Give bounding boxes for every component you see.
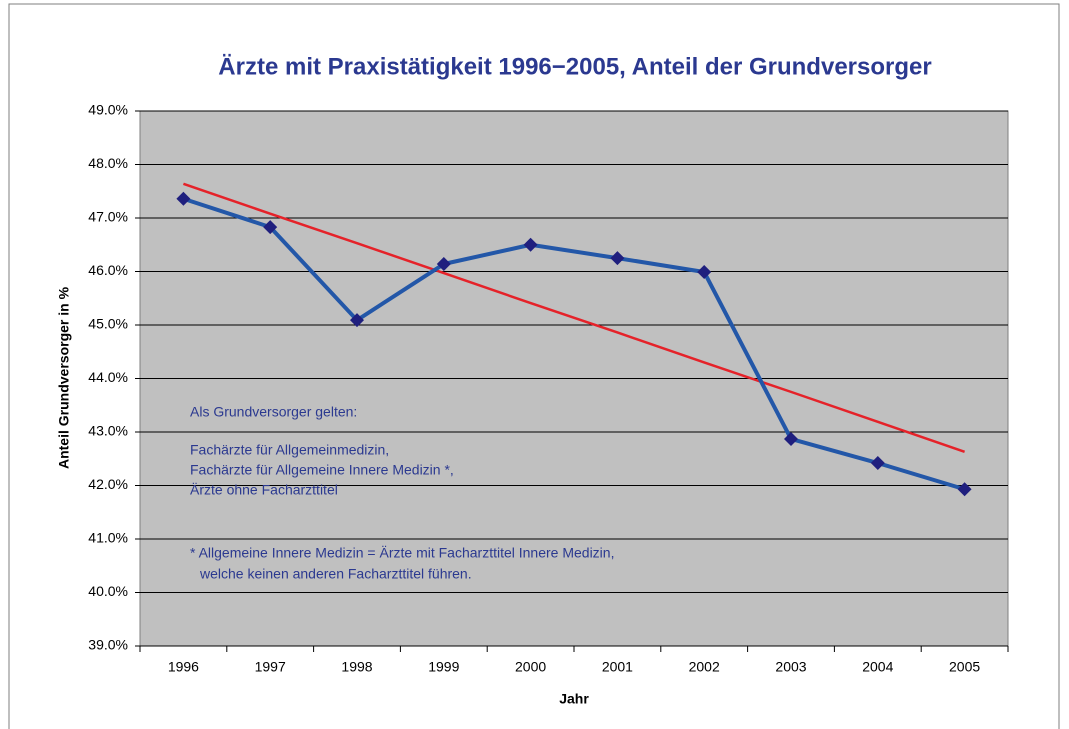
chart-title: Ärzte mit Praxistätigkeit 1996−2005, Ant… <box>218 53 931 80</box>
x-axis-label: Jahr <box>559 691 589 707</box>
y-tick-label: 42.0% <box>88 476 128 492</box>
y-tick-label: 44.0% <box>88 369 128 385</box>
annotation: Ärzte ohne Facharzttitel <box>190 482 338 498</box>
marker <box>436 257 451 272</box>
y-tick-label: 41.0% <box>88 530 128 546</box>
y-axis-label: Anteil Grundversorger in % <box>56 286 72 469</box>
trend-line <box>182 182 966 453</box>
x-tick-label: 1999 <box>428 659 459 675</box>
marker <box>870 456 885 471</box>
annotation: Als Grundversorger gelten: <box>190 404 357 420</box>
marker <box>350 313 364 328</box>
x-tick-label: 1998 <box>341 659 372 675</box>
data-line <box>182 196 966 492</box>
marker <box>957 482 972 497</box>
x-tick-label: 2001 <box>602 659 633 675</box>
x-tick-label: 2000 <box>515 659 546 675</box>
y-tick-label: 48.0% <box>88 155 128 171</box>
y-tick-label: 40.0% <box>88 583 128 599</box>
marker <box>784 431 798 446</box>
annotation: * Allgemeine Innere Medizin = Ärzte mit … <box>190 545 614 561</box>
marker <box>610 251 625 266</box>
y-tick-label: 43.0% <box>88 423 128 439</box>
x-tick-label: 2005 <box>949 659 980 675</box>
marker <box>697 265 712 280</box>
y-tick-label: 47.0% <box>88 209 128 225</box>
y-tick-label: 49.0% <box>88 102 128 118</box>
y-tick-label: 46.0% <box>88 262 128 278</box>
marker <box>523 237 538 252</box>
x-tick-label: 1997 <box>255 659 286 675</box>
x-tick-label: 2002 <box>689 659 720 675</box>
y-tick-label: 39.0% <box>88 637 128 653</box>
annotation: Fachärzte für Allgemeinmedizin, <box>190 442 389 458</box>
x-tick-label: 2004 <box>862 659 893 675</box>
y-tick-label: 45.0% <box>88 316 128 332</box>
x-tick-label: 1996 <box>168 659 199 675</box>
annotation: Fachärzte für Allgemeine Innere Medizin … <box>190 462 454 478</box>
annotation: welche keinen anderen Facharzttitel führ… <box>199 566 472 582</box>
x-tick-label: 2003 <box>775 659 806 675</box>
marker <box>176 191 191 206</box>
marker <box>263 220 278 235</box>
